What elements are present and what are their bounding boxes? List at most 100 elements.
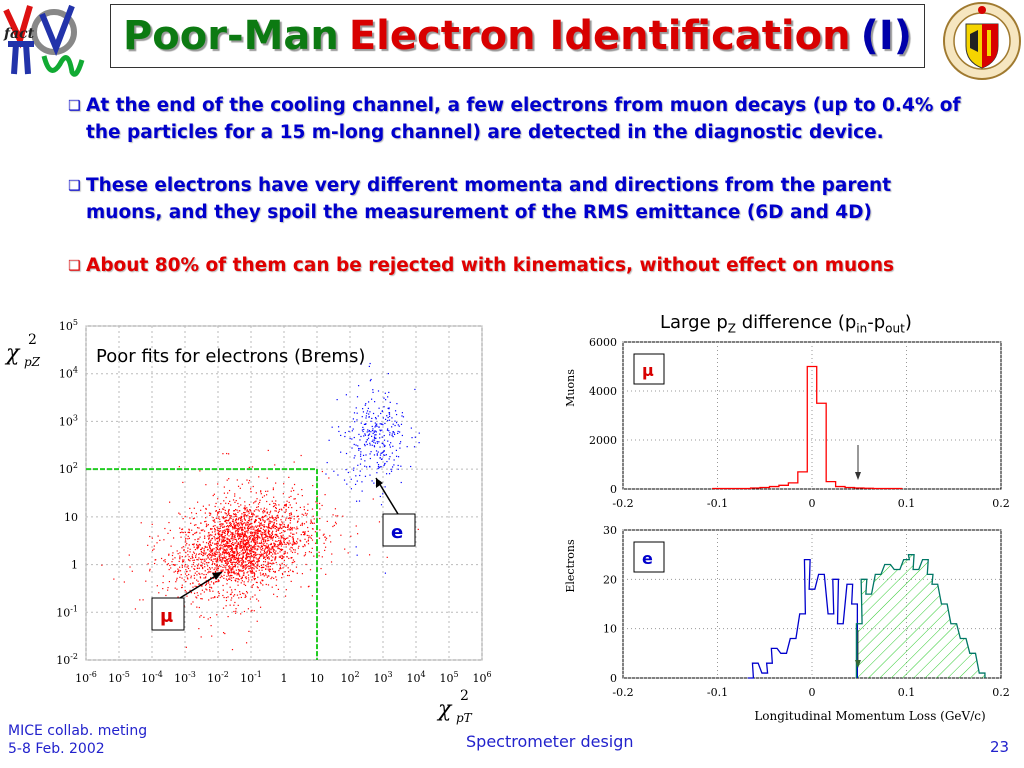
scatter-point (232, 539, 234, 541)
scatter-point (207, 524, 210, 526)
electron-hist-ylabel: Electrons (564, 539, 577, 593)
scatter-point (348, 430, 350, 432)
scatter-point (243, 522, 246, 524)
scatter-point (225, 502, 227, 504)
scatter-point (256, 536, 259, 538)
x-tick-label: 10-5 (108, 670, 130, 685)
scatter-point (251, 579, 253, 581)
logo-wave-icon (41, 55, 85, 77)
scatter-point (319, 508, 321, 510)
scatter-point (227, 511, 229, 513)
scatter-point (208, 570, 210, 573)
scatter-point (355, 475, 357, 477)
scatter-point (284, 552, 286, 554)
scatter-point (244, 509, 246, 511)
scatter-point (237, 534, 240, 536)
scatter-point (277, 547, 279, 549)
scatter-point (237, 517, 240, 519)
scatter-point (222, 546, 224, 548)
scatter-point (200, 548, 202, 551)
scatter-point (201, 529, 203, 532)
scatter-point (359, 439, 361, 441)
scatter-point (293, 461, 295, 463)
scatter-point (359, 455, 362, 457)
scatter-point (226, 541, 228, 543)
scatter-point (228, 453, 230, 455)
scatter-point (266, 543, 268, 545)
scatter-point (280, 542, 282, 544)
scatter-point (176, 577, 178, 579)
scatter-point (295, 543, 297, 545)
scatter-point (229, 540, 231, 542)
scatter-point (191, 555, 193, 558)
scatter-point (225, 496, 227, 499)
scatter-point (264, 556, 266, 559)
scatter-point (193, 524, 196, 526)
scatter-point (391, 426, 393, 428)
scatter-point (226, 537, 228, 539)
scatter-point (400, 481, 402, 484)
scatter-point (240, 542, 242, 544)
scatter-point (273, 545, 275, 548)
scatter-point (232, 550, 234, 552)
scatter-point (282, 537, 284, 539)
scatter-point (200, 529, 202, 531)
scatter-point (260, 549, 262, 551)
y-tick-label: 102 (59, 461, 78, 476)
scatter-point (194, 585, 196, 587)
scatter-point (209, 589, 211, 591)
scatter-point (372, 412, 375, 415)
scatter-point (229, 555, 231, 557)
scatter-point (221, 544, 223, 547)
scatter-point (279, 540, 281, 542)
scatter-point (282, 567, 284, 569)
scatter-point (302, 531, 304, 533)
scatter-point (199, 532, 201, 534)
scatter-point (372, 498, 374, 500)
scatter-point (214, 529, 216, 531)
scatter-point (232, 552, 235, 554)
scatter-point (304, 531, 306, 533)
scatter-point (237, 525, 240, 527)
scatter-point (213, 535, 215, 538)
scatter-point (314, 531, 317, 533)
xlabel-sup: 2 (460, 688, 469, 704)
scatter-point (275, 525, 277, 528)
scatter-point (332, 514, 334, 516)
scatter-point (306, 513, 308, 515)
scatter-point (239, 487, 241, 489)
scatter-point (227, 519, 229, 522)
scatter-point (153, 548, 155, 550)
scatter-point (276, 529, 278, 531)
scatter-point (255, 519, 257, 521)
scatter-point (364, 445, 366, 447)
scatter-point (285, 565, 287, 567)
scatter-point (270, 578, 272, 580)
scatter-point (217, 579, 219, 581)
scatter-point (208, 532, 210, 534)
scatter-point (277, 511, 279, 514)
scatter-point (280, 567, 282, 570)
scatter-point (185, 646, 187, 648)
x-tick-label: 10-4 (141, 670, 163, 685)
scatter-point (197, 538, 199, 540)
scatter-point (289, 526, 292, 528)
scatter-point (239, 537, 241, 539)
scatter-point (239, 535, 241, 537)
scatter-point (263, 525, 265, 527)
scatter-point (237, 566, 239, 568)
scatter-point (231, 534, 234, 536)
scatter-point (243, 514, 245, 516)
scatter-point (278, 556, 280, 558)
scatter-point (279, 549, 281, 551)
xlabel-chi: χ (436, 697, 453, 722)
scatter-point (281, 521, 283, 523)
scatter-point (164, 559, 166, 561)
scatter-point (244, 528, 246, 530)
scatter-point (228, 553, 230, 556)
scatter-point (301, 523, 303, 525)
scatter-point (219, 527, 221, 529)
scatter-point (205, 523, 208, 525)
scatter-point (190, 575, 192, 577)
scatter-point (237, 559, 239, 562)
